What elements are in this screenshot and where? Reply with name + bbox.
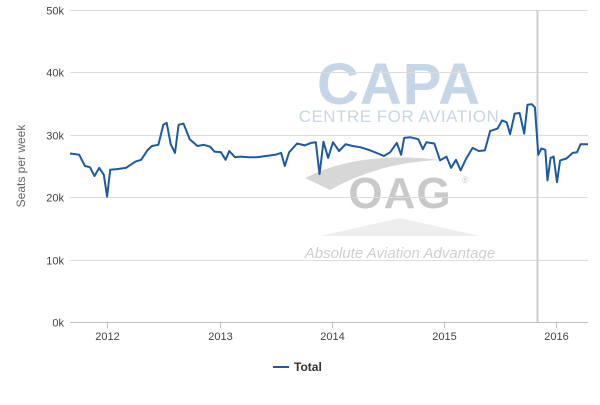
- oag-logo-title: OAG: [348, 169, 451, 218]
- series-layer: [69, 103, 588, 198]
- oag-registered-mark: ®: [462, 175, 469, 185]
- axes: 0k 10k 20k 30k 40k 50k 2012 2013 2014 2015 2016 Sea…: [14, 6, 569, 344]
- y-tick-label: 0k: [52, 318, 64, 330]
- legend[interactable]: Total: [273, 360, 322, 374]
- gridlines: [70, 10, 588, 323]
- watermark-layer: CAPA CENTRE FOR AVIATION OAG ® Absolute …: [299, 52, 500, 262]
- y-tick-label: 50k: [46, 6, 64, 18]
- oag-swoosh-icon: [305, 157, 440, 190]
- x-tick-label: 2015: [432, 331, 456, 343]
- legend-item-total: Total: [294, 360, 322, 374]
- capa-logo-subtitle: CENTRE FOR AVIATION: [299, 107, 500, 126]
- series-line-total: [69, 103, 588, 198]
- x-tick-label: 2012: [95, 331, 119, 343]
- oag-tagline: Absolute Aviation Advantage: [304, 245, 495, 262]
- oag-reflection-icon: [320, 218, 480, 236]
- oag-logo: OAG ® Absolute Aviation Advantage: [304, 157, 495, 262]
- y-axis-title: Seats per week: [14, 124, 28, 208]
- y-tick-label: 10k: [46, 256, 64, 268]
- y-tick-label: 30k: [46, 131, 64, 143]
- capa-logo: CAPA CENTRE FOR AVIATION: [299, 52, 500, 126]
- x-tick-label: 2016: [544, 331, 568, 343]
- y-tick-label: 40k: [46, 68, 64, 80]
- capa-logo-title: CAPA: [317, 52, 481, 117]
- x-tick-label: 2014: [320, 331, 344, 343]
- x-tick-label: 2013: [208, 331, 232, 343]
- y-tick-label: 20k: [46, 193, 64, 205]
